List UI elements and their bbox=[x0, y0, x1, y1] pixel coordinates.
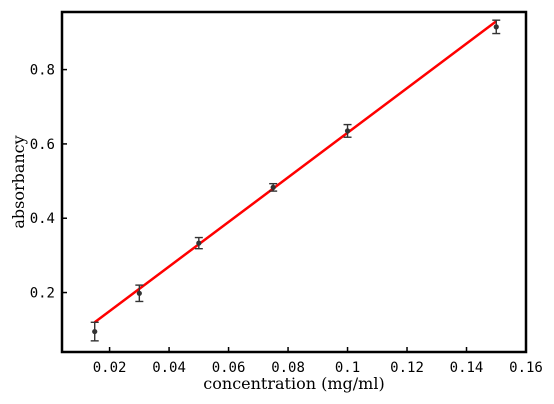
y-tick-label: 0.4 bbox=[30, 211, 55, 227]
x-tick-label: 0.16 bbox=[509, 360, 543, 376]
y-tick-label: 0.6 bbox=[30, 137, 55, 153]
x-tick-label: 0.14 bbox=[450, 360, 484, 376]
y-tick-label: 0.8 bbox=[30, 63, 55, 79]
y-axis-ticks: 0.2 0.4 0.6 0.8 bbox=[30, 63, 67, 302]
x-tick-label: 0.12 bbox=[390, 360, 424, 376]
data-points bbox=[90, 19, 501, 342]
data-point bbox=[92, 328, 98, 335]
x-axis-ticks: 0.02 0.04 0.06 0.08 0.1 0.12 0.14 0.16 bbox=[93, 347, 543, 376]
y-tick-label: 0.2 bbox=[30, 286, 55, 302]
data-point bbox=[270, 184, 276, 190]
data-point bbox=[493, 24, 499, 30]
x-tick-label: 0.06 bbox=[212, 360, 246, 376]
x-axis-title: concentration (mg/ml) bbox=[203, 374, 384, 393]
x-tick-label: 0.1 bbox=[335, 360, 360, 376]
y-axis-title: absorbancy bbox=[9, 135, 28, 228]
data-point bbox=[196, 240, 202, 246]
data-point bbox=[136, 290, 142, 296]
plot-frame bbox=[60, 10, 528, 354]
x-tick-label: 0.02 bbox=[93, 360, 127, 376]
fit-line-group bbox=[93, 20, 498, 324]
data-point bbox=[344, 128, 351, 134]
x-tick-label: 0.04 bbox=[152, 360, 186, 376]
fit-line bbox=[93, 20, 498, 324]
x-tick-label: 0.08 bbox=[271, 360, 305, 376]
